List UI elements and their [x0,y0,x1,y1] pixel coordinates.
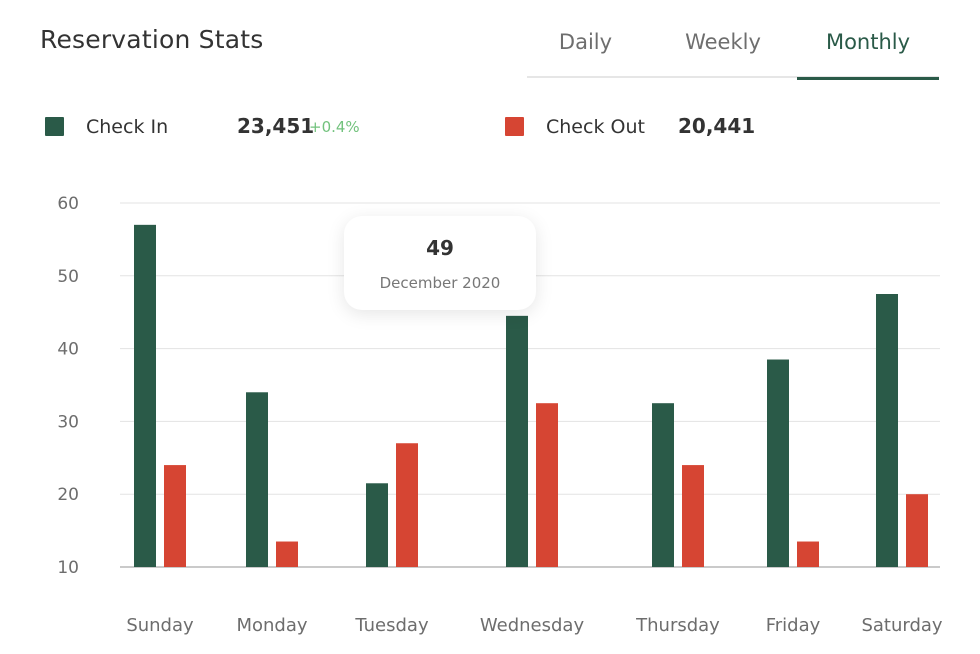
check-in-bar-thursday[interactable] [652,403,674,567]
x-tick-label-monday: Monday [236,615,307,636]
check-in-bar-wednesday[interactable] [506,315,528,567]
check-out-bar-sunday[interactable] [164,465,186,567]
check-out-swatch [505,117,524,136]
page-title: Reservation Stats [40,25,264,54]
check-out-bar-tuesday[interactable] [396,443,418,567]
y-tick-label-60: 60 [57,194,79,214]
tab-daily[interactable]: Daily [558,30,613,54]
tooltip-value: 49 [426,236,454,260]
x-tick-label-friday: Friday [766,615,821,636]
y-tick-label-10: 10 [57,558,79,578]
check-in-value: 23,451 [237,114,315,138]
chart-tooltip: 49 December 2020 [344,216,536,310]
check-in-bar-monday[interactable] [246,392,268,567]
check-in-bar-tuesday[interactable] [366,483,388,567]
check-out-label: Check Out [546,116,645,138]
tooltip-label: December 2020 [379,274,501,292]
check-out-bar-wednesday[interactable] [536,403,558,567]
x-tick-label-thursday: Thursday [635,615,720,636]
x-tick-label-sunday: Sunday [126,615,194,636]
check-out-bar-thursday[interactable] [682,465,704,567]
check-in-bar-saturday[interactable] [876,294,898,567]
period-tabs: Daily Weekly Monthly [527,22,939,80]
x-tick-label-wednesday: Wednesday [480,615,585,636]
check-out-bar-monday[interactable] [276,541,298,567]
check-out-bar-saturday[interactable] [906,494,928,567]
check-in-bar-friday[interactable] [767,359,789,567]
x-tick-label-tuesday: Tuesday [354,615,429,636]
y-tick-label-40: 40 [57,340,79,360]
check-in-bar-sunday[interactable] [134,224,156,567]
check-out-value: 20,441 [678,114,756,138]
y-tick-label-50: 50 [57,267,79,287]
tab-monthly[interactable]: Monthly [797,30,939,80]
y-tick-label-30: 30 [57,412,79,432]
check-in-change: +0.4% [309,118,360,136]
x-tick-label-saturday: Saturday [861,615,942,636]
check-in-label: Check In [86,116,169,138]
tab-weekly[interactable]: Weekly [685,30,761,54]
check-out-bar-friday[interactable] [797,541,819,567]
check-in-swatch [45,117,64,136]
y-tick-label-20: 20 [57,485,79,505]
